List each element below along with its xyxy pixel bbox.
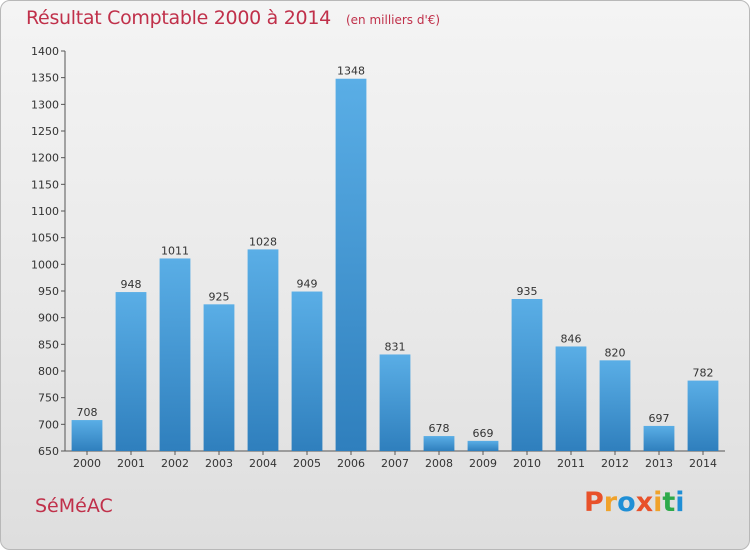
logo-letter: t	[662, 487, 676, 518]
bar-2009	[467, 440, 499, 451]
y-tick-label: 1400	[31, 45, 59, 58]
data-label-2010: 935	[517, 285, 538, 298]
y-tick-label: 1000	[31, 258, 59, 271]
bar-2008	[423, 436, 455, 451]
x-tick-label: 2004	[249, 457, 277, 470]
bar-2004	[247, 249, 279, 451]
x-tick-label: 2003	[205, 457, 233, 470]
x-tick-label: 2008	[425, 457, 453, 470]
data-label-2002: 1011	[161, 244, 189, 257]
bar-2006	[335, 78, 367, 451]
logo-letter: i	[653, 487, 663, 518]
logo-letter: P	[584, 487, 604, 518]
data-label-2014: 782	[693, 367, 714, 380]
x-tick-label: 2001	[117, 457, 145, 470]
bar-2012	[599, 360, 631, 451]
bar-2001	[115, 292, 147, 451]
bar-2014	[687, 380, 719, 451]
commune-name: SéMéAC	[35, 495, 113, 517]
y-tick-label: 1300	[31, 98, 59, 111]
data-label-2009: 669	[473, 427, 494, 440]
y-tick-label: 750	[38, 392, 59, 405]
logo-letter: r	[603, 487, 618, 518]
bar-2005	[291, 291, 323, 451]
bar-2011	[555, 346, 587, 451]
y-tick-label: 800	[38, 365, 59, 378]
data-label-2006: 1348	[337, 65, 365, 78]
y-tick-label: 1200	[31, 152, 59, 165]
data-label-2000: 708	[77, 406, 98, 419]
chart-subtitle: (en milliers d'€)	[345, 13, 441, 27]
data-label-2011: 846	[561, 332, 582, 345]
x-tick-label: 2012	[601, 457, 629, 470]
data-label-2008: 678	[429, 422, 450, 435]
data-label-2001: 948	[121, 278, 142, 291]
data-label-2003: 925	[209, 290, 230, 303]
x-tick-label: 2011	[557, 457, 585, 470]
x-tick-label: 2014	[689, 457, 717, 470]
data-label-2012: 820	[605, 346, 626, 359]
chart-title-row: Résultat Comptable 2000 à 2014 (en milli…	[26, 7, 440, 29]
data-label-2013: 697	[649, 412, 670, 425]
data-label-2007: 831	[385, 340, 406, 353]
y-tick-label: 1150	[31, 178, 59, 191]
x-tick-label: 2010	[513, 457, 541, 470]
bar-2002	[159, 258, 191, 451]
y-tick-label: 1050	[31, 232, 59, 245]
y-tick-label: 650	[38, 445, 59, 458]
y-tick-label: 950	[38, 285, 59, 298]
bar-2000	[71, 420, 103, 451]
logo-letter: o	[617, 487, 636, 518]
y-tick-label: 850	[38, 338, 59, 351]
y-tick-label: 900	[38, 312, 59, 325]
logo-letter: x	[635, 487, 654, 518]
y-tick-label: 1100	[31, 205, 59, 218]
y-tick-label: 700	[38, 418, 59, 431]
x-tick-label: 2002	[161, 457, 189, 470]
data-label-2005: 949	[297, 278, 318, 291]
bar-2013	[643, 425, 675, 451]
logo-letter: i	[675, 487, 685, 518]
bar-2010	[511, 299, 543, 451]
bar-2003	[203, 304, 235, 451]
x-tick-label: 2007	[381, 457, 409, 470]
y-tick-label: 1350	[31, 72, 59, 85]
proxiti-logo: Proxiti	[584, 487, 685, 518]
x-tick-label: 2005	[293, 457, 321, 470]
x-tick-label: 2009	[469, 457, 497, 470]
bar-2007	[379, 354, 411, 451]
x-tick-label: 2013	[645, 457, 673, 470]
x-tick-label: 2006	[337, 457, 365, 470]
chart-title: Résultat Comptable 2000 à 2014	[26, 7, 331, 29]
y-tick-label: 1250	[31, 125, 59, 138]
data-label-2004: 1028	[249, 235, 277, 248]
x-tick-label: 2000	[73, 457, 101, 470]
